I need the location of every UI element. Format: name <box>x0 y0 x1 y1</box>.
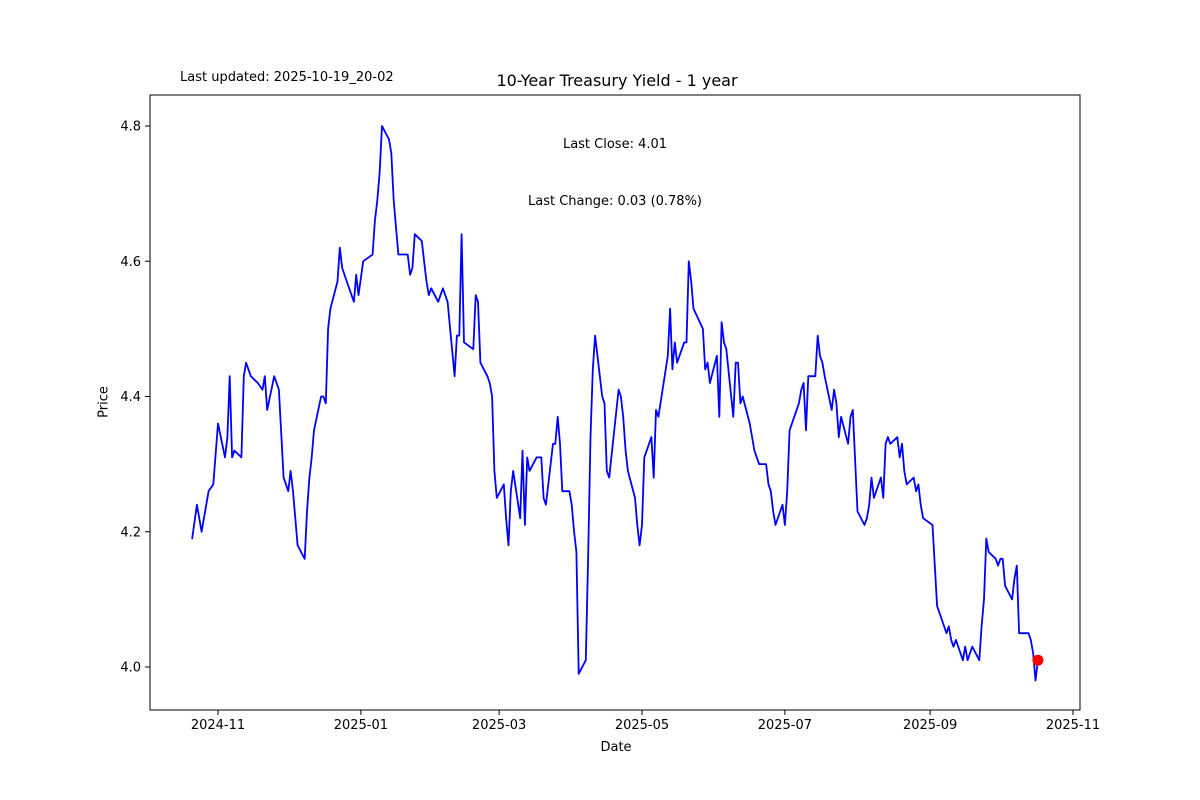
plot-frame <box>149 94 1081 711</box>
x-tick-label: 2025-09 <box>903 718 957 733</box>
x-tick-label: 2025-03 <box>472 718 526 733</box>
y-tick-label: 4.8 <box>120 120 141 135</box>
x-tick-label: 2025-01 <box>334 718 388 733</box>
last-change-line: Last Change: 0.03 (0.78%) <box>527 194 703 209</box>
x-tick-label: 2025-11 <box>1046 718 1100 733</box>
x-tick-label: 2025-07 <box>758 718 812 733</box>
chart-title: 10-Year Treasury Yield - 1 year <box>496 71 738 90</box>
x-tick-label: 2024-11 <box>191 718 245 733</box>
price-line <box>191 125 1039 682</box>
y-axis: 4.0 4.2 4.4 4.6 4.8 <box>120 120 150 676</box>
x-axis: 2024-11 2025-01 2025-03 2025-05 2025-07 2025-… <box>191 710 1100 733</box>
last-point-marker <box>1032 654 1044 666</box>
y-axis-label: Price <box>96 386 112 418</box>
y-tick-label: 4.6 <box>120 255 141 270</box>
last-close-annotation: Last Close: 4.01 Last Change: 0.03 (0.78… <box>528 97 702 249</box>
last-close-line: Last Close: 4.01 <box>562 137 668 152</box>
x-tick-label: 2025-05 <box>615 718 669 733</box>
last-updated-text: Last updated: 2025-10-19_20-02 <box>180 70 394 85</box>
y-tick-label: 4.4 <box>120 390 141 405</box>
x-axis-label: Date <box>600 740 632 755</box>
y-tick-label: 4.0 <box>120 661 141 676</box>
y-tick-label: 4.2 <box>120 525 141 540</box>
